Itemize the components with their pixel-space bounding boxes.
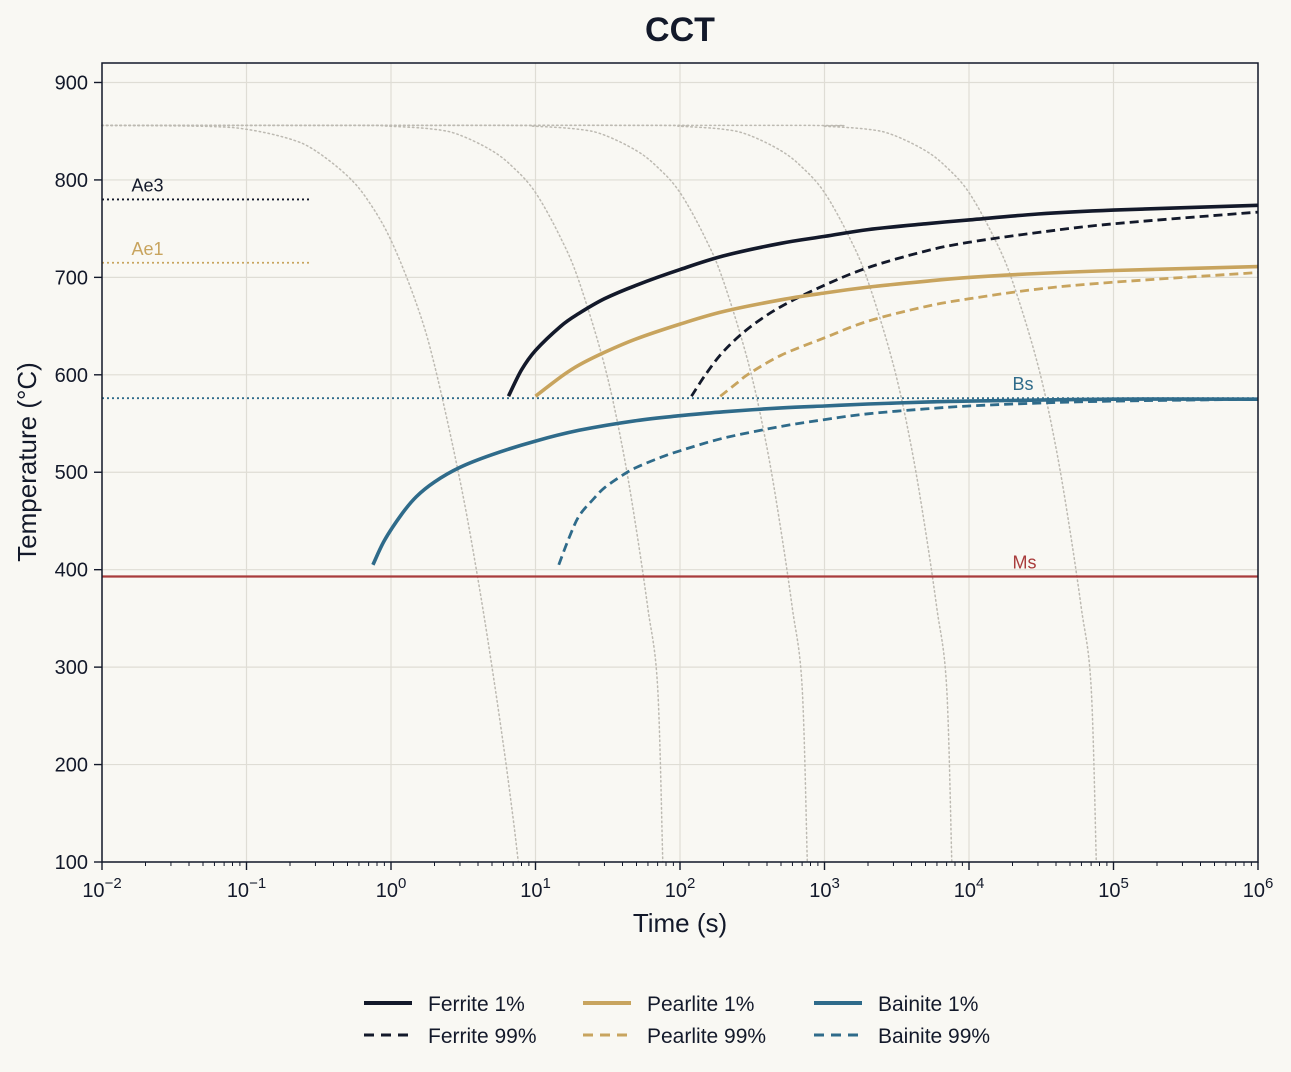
cooling-curve-5 [101, 124, 1098, 863]
legend-label-bainite-99: Bainite 99% [878, 1025, 990, 1048]
legend-label-ferrite-1: Ferrite 1% [428, 993, 525, 1016]
series-pearlite-1 [534, 264, 1259, 398]
cooling-curves [101, 124, 1098, 863]
legend: Ferrite 1% Ferrite 99% Pearlite 1% Pearlite… [364, 993, 990, 1048]
grid [101, 63, 1259, 863]
x-tick-label-8: 106 [1243, 875, 1274, 902]
y-tick-label-2: 300 [55, 657, 88, 679]
x-tick-label-3: 101 [520, 875, 551, 902]
y-tick-label-1: 200 [55, 755, 88, 777]
ms-label: Ms [1012, 553, 1036, 573]
y-tick-label-7: 800 [55, 170, 88, 192]
cooling-curve-1 [101, 124, 520, 863]
y-tick-label-4: 500 [55, 462, 88, 484]
cooling-curve-2 [101, 124, 664, 863]
y-axis-label: Temperature (°C) [12, 362, 42, 562]
x-axis-label: Time (s) [633, 908, 727, 938]
bs-label: Bs [1012, 374, 1033, 394]
series-ferrite-1 [506, 203, 1259, 397]
ae3-label: Ae3 [131, 175, 163, 195]
x-tick-label-4: 102 [665, 875, 696, 902]
x-tick-label-1: 10−1 [227, 875, 266, 902]
x-tick-label-5: 103 [809, 875, 840, 902]
y-tick-label-6: 700 [55, 267, 88, 289]
y-tick-label-3: 400 [55, 560, 88, 582]
x-tick-label-7: 105 [1098, 875, 1129, 902]
series-pearlite-99 [719, 271, 1259, 398]
x-tick-label-0: 10−2 [82, 875, 121, 902]
x-tick-label-2: 100 [376, 875, 407, 902]
y-tick-label-0: 100 [55, 852, 88, 874]
series-ferrite-99 [690, 210, 1259, 397]
legend-label-bainite-1: Bainite 1% [878, 993, 978, 1016]
cooling-curve-3 [101, 124, 809, 863]
chart-title: CCT [645, 11, 715, 49]
transformation-curves [371, 203, 1259, 566]
y-tick-label-5: 600 [55, 365, 88, 387]
legend-label-ferrite-99: Ferrite 99% [428, 1025, 537, 1048]
reference-lines: Ae3 Ae1 Bs Ms [102, 175, 1258, 578]
series-bainite-99 [557, 397, 1259, 566]
ae1-label: Ae1 [131, 239, 163, 259]
y-tick-label-8: 900 [55, 72, 88, 94]
x-tick-label-6: 104 [954, 875, 985, 902]
axis-ticks: 10−2 10−1 100 101 102 103 104 105 106 100 200 300 40… [55, 72, 1274, 902]
series-bainite-1 [371, 397, 1259, 566]
legend-label-pearlite-99: Pearlite 99% [647, 1025, 766, 1048]
legend-label-pearlite-1: Pearlite 1% [647, 993, 754, 1016]
